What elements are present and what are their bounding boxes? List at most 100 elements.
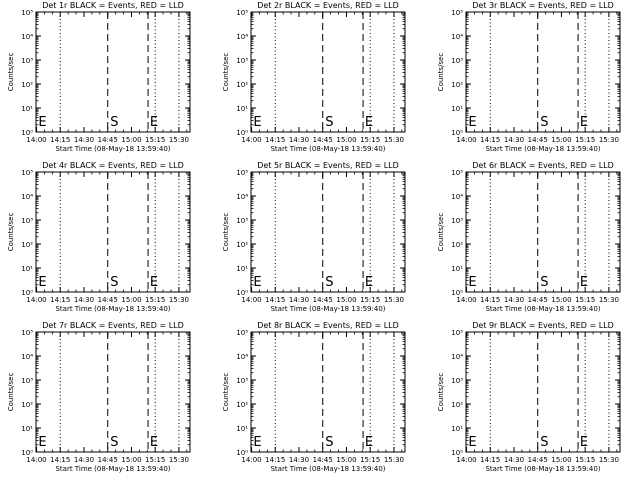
- marker-e: E: [38, 435, 46, 450]
- y-tick-label: 10¹: [21, 425, 33, 433]
- x-tick-label: 14:15: [50, 136, 70, 144]
- y-tick-label: 10⁴: [451, 33, 463, 41]
- panel-det-4r: Det 4r BLACK = Events, RED = LLD 10⁰ 10¹ 10…: [7, 161, 191, 313]
- plot-frame: [250, 331, 406, 453]
- x-tick-label: 14:45: [313, 136, 333, 144]
- y-tick-label: 10⁵: [21, 329, 33, 337]
- y-tick-label: 10²: [451, 81, 463, 89]
- y-tick-label: 10⁰: [21, 449, 33, 457]
- y-tick-label: 10⁴: [21, 353, 33, 361]
- panel-title: Det 8r BLACK = Events, RED = LLD: [257, 321, 399, 330]
- x-tick-label: 15:30: [599, 456, 619, 464]
- y-tick-label: 10⁰: [236, 449, 248, 457]
- marker-e: E: [580, 115, 588, 130]
- x-tick-label: 14:45: [313, 456, 333, 464]
- x-tick-label: 15:15: [145, 296, 165, 304]
- x-tick-label: 14:00: [26, 136, 46, 144]
- x-axis-label: Start Time (08-May-18 13:59:40): [485, 145, 600, 153]
- y-tick-label: 10¹: [21, 105, 33, 113]
- x-tick-label: 14:00: [241, 456, 261, 464]
- marker-s: S: [110, 275, 118, 290]
- x-tick-label: 15:30: [169, 136, 189, 144]
- y-tick-label: 10¹: [451, 265, 463, 273]
- x-tick-label: 14:45: [98, 136, 118, 144]
- x-tick-label: 15:30: [169, 456, 189, 464]
- marker-e: E: [468, 275, 476, 290]
- marker-e: E: [365, 115, 373, 130]
- x-tick-label: 15:30: [169, 296, 189, 304]
- panel-det-6r: Det 6r BLACK = Events, RED = LLD 10⁰ 10¹ 10…: [437, 161, 621, 313]
- panel-det-8r: Det 8r BLACK = Events, RED = LLD 10⁰ 10¹ 10…: [222, 321, 406, 473]
- x-axis-label: Start Time (08-May-18 13:59:40): [270, 305, 385, 313]
- x-tick-label: 14:30: [504, 296, 524, 304]
- y-tick-label: 10⁴: [236, 33, 248, 41]
- y-axis-label: Counts/sec: [7, 53, 15, 92]
- y-tick-label: 10³: [451, 57, 463, 65]
- plot-frame: [250, 11, 406, 133]
- x-axis-label: Start Time (08-May-18 13:59:40): [55, 465, 170, 473]
- y-tick-label: 10³: [21, 217, 33, 225]
- x-tick-label: 14:00: [26, 456, 46, 464]
- x-tick-label: 14:30: [289, 136, 309, 144]
- plot-frame: [465, 11, 621, 133]
- x-tick-label: 14:45: [313, 296, 333, 304]
- panel-det-5r: Det 5r BLACK = Events, RED = LLD 10⁰ 10¹ 10…: [222, 161, 406, 313]
- x-tick-label: 15:15: [575, 136, 595, 144]
- marker-e: E: [580, 435, 588, 450]
- y-axis-label: Counts/sec: [437, 53, 445, 92]
- marker-e: E: [38, 275, 46, 290]
- x-tick-label: 14:00: [26, 296, 46, 304]
- y-tick-label: 10⁰: [451, 289, 463, 297]
- y-tick-label: 10²: [451, 241, 463, 249]
- y-tick-label: 10³: [236, 217, 248, 225]
- x-tick-label: 15:15: [360, 296, 380, 304]
- x-tick-label: 14:30: [504, 136, 524, 144]
- y-tick-label: 10⁵: [451, 169, 463, 177]
- y-axis-label: Counts/sec: [437, 213, 445, 252]
- x-tick-label: 14:15: [265, 456, 285, 464]
- y-axis-label: Counts/sec: [7, 373, 15, 412]
- x-tick-label: 14:15: [265, 136, 285, 144]
- marker-s: S: [540, 275, 548, 290]
- y-tick-label: 10³: [21, 377, 33, 385]
- x-tick-label: 15:00: [551, 456, 571, 464]
- x-axis-label: Start Time (08-May-18 13:59:40): [270, 145, 385, 153]
- x-tick-label: 14:15: [50, 296, 70, 304]
- plot-frame: [35, 11, 191, 133]
- marker-s: S: [110, 435, 118, 450]
- x-tick-label: 14:45: [528, 456, 548, 464]
- y-tick-label: 10²: [236, 81, 248, 89]
- y-tick-label: 10⁵: [451, 329, 463, 337]
- y-tick-label: 10¹: [451, 425, 463, 433]
- y-tick-label: 10²: [236, 241, 248, 249]
- y-axis-label: Counts/sec: [222, 213, 230, 252]
- x-tick-label: 14:00: [241, 136, 261, 144]
- y-tick-label: 10¹: [236, 105, 248, 113]
- y-tick-label: 10⁴: [236, 353, 248, 361]
- x-tick-label: 14:45: [98, 456, 118, 464]
- marker-e: E: [38, 115, 46, 130]
- y-tick-label: 10⁵: [451, 9, 463, 17]
- x-tick-label: 14:30: [289, 296, 309, 304]
- x-tick-label: 14:00: [456, 136, 476, 144]
- x-tick-label: 14:30: [289, 456, 309, 464]
- x-tick-label: 14:45: [528, 136, 548, 144]
- y-tick-label: 10⁴: [451, 193, 463, 201]
- y-tick-label: 10²: [21, 401, 33, 409]
- x-tick-label: 15:15: [360, 136, 380, 144]
- x-tick-label: 15:15: [145, 456, 165, 464]
- plot-frame: [250, 171, 406, 293]
- y-tick-label: 10³: [21, 57, 33, 65]
- x-tick-label: 15:00: [121, 456, 141, 464]
- x-tick-label: 14:00: [456, 296, 476, 304]
- y-tick-label: 10²: [21, 81, 33, 89]
- x-tick-label: 14:30: [74, 136, 94, 144]
- plot-frame: [35, 171, 191, 293]
- x-tick-label: 14:15: [480, 456, 500, 464]
- marker-s: S: [540, 435, 548, 450]
- x-axis-label: Start Time (08-May-18 13:59:40): [485, 305, 600, 313]
- panel-title: Det 5r BLACK = Events, RED = LLD: [257, 161, 399, 170]
- marker-e: E: [253, 435, 261, 450]
